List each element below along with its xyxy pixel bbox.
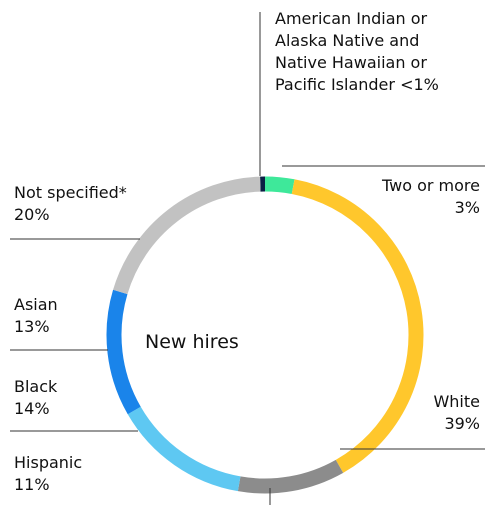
slice-label: American Indian or Alaska Native and Nat…	[275, 8, 475, 96]
value-label: 39%	[444, 414, 480, 433]
donut-segment	[291, 179, 424, 473]
donut-segment	[127, 406, 241, 492]
value-label: 11%	[14, 475, 50, 494]
category-label: American Indian or Alaska Native and Nat…	[275, 9, 428, 94]
value-label: 3%	[454, 198, 480, 217]
category-label: Black	[14, 377, 58, 396]
value-label: 13%	[14, 317, 50, 336]
value-label: <1%	[400, 75, 439, 94]
donut-segment	[264, 176, 295, 195]
center-label: New hires	[145, 331, 239, 353]
category-label: White	[433, 392, 480, 411]
slice-label: Black 14%	[14, 376, 114, 420]
slice-label: Hispanic 11%	[14, 452, 114, 496]
slice-label: Not specified* 20%	[14, 182, 174, 226]
value-label: 20%	[14, 205, 50, 224]
donut-segment	[113, 176, 261, 295]
category-label: Asian	[14, 295, 58, 314]
slice-label: White 39%	[360, 391, 480, 435]
donut-segment	[237, 459, 344, 494]
category-label: Two or more	[382, 176, 480, 195]
slice-label: Asian 13%	[14, 294, 114, 338]
donut-segment	[106, 289, 141, 415]
category-label: Hispanic	[14, 453, 83, 472]
value-label: 14%	[14, 399, 50, 418]
slice-label: Two or more 3%	[360, 175, 480, 219]
category-label: Not specified*	[14, 183, 127, 202]
